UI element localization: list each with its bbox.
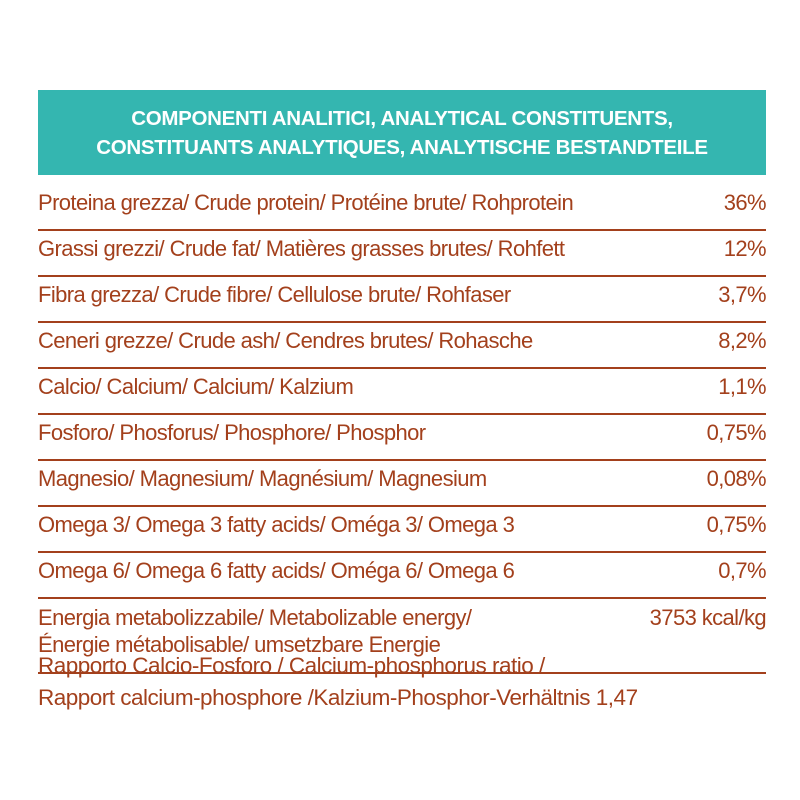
row-value: 1,1% — [718, 374, 766, 399]
table-row-crude-ash: Ceneri grezze/ Crude ash/ Cendres brutes… — [38, 323, 767, 369]
row-value: 0,08% — [706, 466, 767, 491]
calcium-phosphorus-ratio: Rapporto Calcio-Fosforo / Calcium-phosph… — [38, 650, 766, 714]
row-value: 0,75% — [706, 420, 767, 445]
row-label: Omega 3/ Omega 3 fatty acids/ Oméga 3/ O… — [38, 512, 515, 537]
row-label: Calcio/ Calcium/ Calcium/ Kalzium — [38, 374, 354, 399]
header-line-1: COMPONENTI ANALITICI, ANALYTICAL CONSTIT… — [131, 106, 673, 130]
table-row-crude-fibre: Fibra grezza/ Crude fibre/ Cellulose bru… — [38, 277, 767, 323]
ratio-line-2: Rapport calcium-phosphore /Kalzium-Phosp… — [38, 685, 638, 710]
row-label: Proteina grezza/ Crude protein/ Protéine… — [38, 190, 574, 215]
row-value: 3753 kcal/kg — [649, 605, 767, 630]
table-row-calcium: Calcio/ Calcium/ Calcium/ Kalzium 1,1% — [38, 369, 767, 415]
row-value: 0,75% — [706, 512, 767, 537]
header-line-2: CONSTITUANTS ANALYTIQUES, ANALYTISCHE BE… — [96, 135, 708, 159]
table-row-crude-fat: Grassi grezzi/ Crude fat/ Matières grass… — [38, 231, 767, 277]
row-label: Omega 6/ Omega 6 fatty acids/ Oméga 6/ O… — [38, 558, 515, 583]
row-label: Ceneri grezze/ Crude ash/ Cendres brutes… — [38, 328, 533, 353]
row-label: Magnesio/ Magnesium/ Magnésium/ Magnesiu… — [38, 466, 487, 491]
table-row-phosphorus: Fosforo/ Phosforus/ Phosphore/ Phosphor 0… — [38, 415, 767, 461]
row-value: 36% — [723, 190, 767, 215]
row-value: 8,2% — [718, 328, 766, 353]
constituents-table: Proteina grezza/ Crude protein/ Protéine… — [38, 185, 767, 674]
analytical-constituents-header: COMPONENTI ANALITICI, ANALYTICAL CONSTIT… — [38, 90, 766, 175]
table-row-omega-3: Omega 3/ Omega 3 fatty acids/ Oméga 3/ O… — [38, 507, 767, 553]
row-label: Energia metabolizzabile/ Metabolizable e… — [38, 605, 472, 657]
row-value: 12% — [723, 236, 767, 261]
table-row-metabolizable-energy: Energia metabolizzabile/ Metabolizable e… — [38, 599, 767, 674]
row-value: 3,7% — [718, 282, 766, 307]
table-row-magnesium: Magnesio/ Magnesium/ Magnésium/ Magnesiu… — [38, 461, 767, 507]
row-value: 0,7% — [718, 558, 766, 583]
table-row-crude-protein: Proteina grezza/ Crude protein/ Protéine… — [38, 185, 767, 231]
row-label: Fosforo/ Phosforus/ Phosphore/ Phosphor — [38, 420, 426, 445]
table-row-omega-6: Omega 6/ Omega 6 fatty acids/ Oméga 6/ O… — [38, 553, 767, 599]
row-label: Grassi grezzi/ Crude fat/ Matières grass… — [38, 236, 565, 261]
ratio-line-1: Rapporto Calcio-Fosforo / Calcium-phosph… — [38, 653, 545, 678]
row-label: Fibra grezza/ Crude fibre/ Cellulose bru… — [38, 282, 511, 307]
